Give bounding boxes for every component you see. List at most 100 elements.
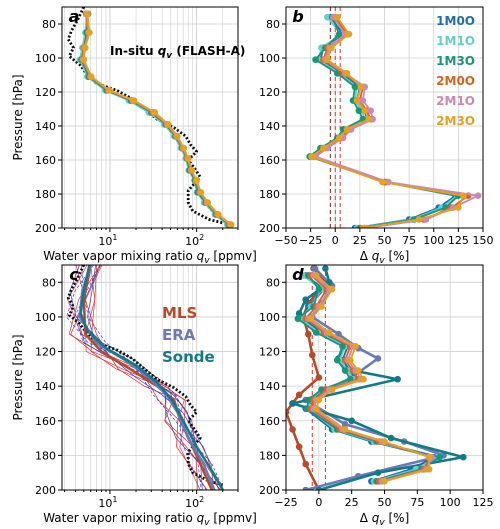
plot-area xyxy=(66,7,235,228)
tick-base: 10 xyxy=(98,235,112,248)
data-point-2M3O xyxy=(320,144,327,152)
data-point-2M3O xyxy=(381,478,388,485)
data-point-2M3O xyxy=(184,155,192,162)
x-tick-label: 50 xyxy=(378,234,392,247)
y-tick-label: 140 xyxy=(35,120,56,133)
panel-label-d: d xyxy=(292,265,304,284)
data-point-Sonde xyxy=(348,417,355,425)
series-line-ERA xyxy=(304,267,445,490)
y-tick-label: 100 xyxy=(259,52,280,65)
plot-area xyxy=(306,13,482,228)
data-point-MLS xyxy=(315,374,323,381)
data-point-2M3O xyxy=(164,121,172,128)
tick-exp: 1 xyxy=(112,233,117,242)
data-point-Sonde xyxy=(295,310,303,317)
y-tick-label: 160 xyxy=(35,415,56,428)
y-tick-label: 200 xyxy=(35,222,56,235)
data-point-Sonde xyxy=(289,400,296,407)
data-point-2M3O xyxy=(328,44,335,52)
data-point-2M3O xyxy=(315,396,323,404)
x-tick-label: 101 xyxy=(98,495,117,510)
x-tick-label: 100 xyxy=(423,234,444,247)
legend-entry-2M0O: 2M0O xyxy=(436,74,475,88)
data-point-2M3O xyxy=(328,285,336,293)
axes-frame xyxy=(61,264,239,491)
y-axis-label: Pressure [hPa] xyxy=(11,334,25,420)
x-axis-label: Water vapor mixing ratio qv [ppmv] xyxy=(43,249,257,266)
x-tick-label: −25 xyxy=(299,234,322,247)
data-point-2M3O xyxy=(354,367,362,374)
legend-entry-MLS: MLS xyxy=(162,304,197,322)
data-point-2M3O xyxy=(193,177,200,184)
data-point-MLS xyxy=(295,391,303,399)
x-tick-label: −50 xyxy=(274,234,297,247)
data-point-2M3O xyxy=(88,73,95,80)
data-point-2M3O xyxy=(312,405,320,412)
legend-entry-2M3O: 2M3O xyxy=(436,114,475,128)
data-point-2M3O xyxy=(347,356,354,364)
data-point-2M3O xyxy=(227,221,235,228)
tick-base: 10 xyxy=(185,497,199,510)
data-point-Sonde xyxy=(394,375,401,383)
y-tick-label: 160 xyxy=(259,415,280,428)
data-point-2M3O xyxy=(345,30,353,38)
data-point-2M3O xyxy=(455,204,462,211)
tick-base: 10 xyxy=(98,497,112,510)
data-point-MLS xyxy=(308,351,316,359)
data-point-2M3O xyxy=(359,224,367,228)
tick-exp: 2 xyxy=(199,495,204,504)
x-tick-label: 125 xyxy=(473,496,494,509)
y-tick-label: 80 xyxy=(42,276,56,289)
x-tick-label: −25 xyxy=(274,496,297,509)
y-tick-label: 180 xyxy=(35,449,56,462)
x-label-unit: [ppmv] xyxy=(210,249,257,263)
data-point-Sonde xyxy=(315,486,323,490)
x-tick-label: 125 xyxy=(448,234,469,247)
legend-entry-1M0O: 1M0O xyxy=(436,14,475,28)
data-point-1M3O xyxy=(333,356,341,364)
data-point-2M3O xyxy=(352,343,359,350)
y-tick-label: 140 xyxy=(35,380,56,393)
data-point-Sonde xyxy=(326,279,333,286)
x-label-symbol: q xyxy=(372,511,380,525)
data-point-MLS xyxy=(302,460,310,468)
grid xyxy=(62,7,239,229)
data-point-2M3O xyxy=(328,386,336,393)
y-tick-label: 80 xyxy=(266,276,280,289)
panel-label-a: a xyxy=(69,7,80,26)
panel-d: 80 100 120 140 160 180 200−25 0 25 50 75 100 125 Δ qv… xyxy=(259,264,494,528)
data-point-2M3O xyxy=(307,315,315,322)
x-axis-label: Water vapor mixing ratio qv [ppmv] xyxy=(43,511,257,528)
x-tick-label: 102 xyxy=(185,495,204,510)
data-point-2M3O xyxy=(188,166,196,174)
x-label-text: Water vapor mixing ratio xyxy=(43,249,196,263)
data-point-2M3O xyxy=(215,211,222,218)
data-point-1M3O xyxy=(355,107,363,114)
data-point-MLS xyxy=(286,408,290,416)
x-label-unit: [%] xyxy=(385,249,410,263)
data-point-ERA xyxy=(302,486,309,490)
y-tick-label: 120 xyxy=(35,346,56,359)
data-point-2M1O xyxy=(367,107,375,114)
y-axis-label: Pressure [hPa] xyxy=(11,74,25,160)
x-tick-label: 150 xyxy=(473,234,494,247)
x-label-text: Δ xyxy=(360,511,372,525)
y-tick-label: 100 xyxy=(35,52,56,65)
data-point-1M3O xyxy=(315,285,323,293)
data-point-1M3O xyxy=(312,56,319,63)
x-axis-label: Δ qv [%] xyxy=(360,511,410,528)
data-point-1M3O xyxy=(294,315,302,322)
x-label-sub: v xyxy=(204,518,210,528)
data-point-1M3O xyxy=(341,367,349,374)
data-point-2M3O xyxy=(353,97,361,104)
x-tick-label: 25 xyxy=(353,234,367,247)
data-point-Sonde xyxy=(387,434,395,442)
data-point-1M3O xyxy=(339,343,346,350)
x-label-symbol: q xyxy=(197,249,205,263)
y-tick-label: 80 xyxy=(266,18,280,31)
data-point-2M3O xyxy=(312,272,320,279)
x-tick-label: 102 xyxy=(185,233,204,248)
